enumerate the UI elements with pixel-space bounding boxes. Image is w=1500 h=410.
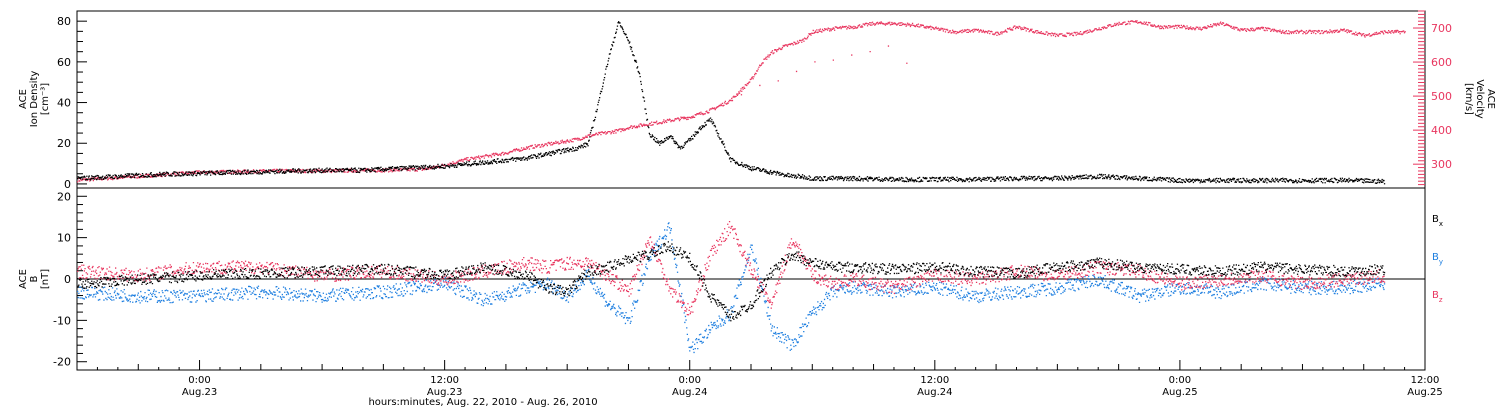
field-tick-label: -20 [53,356,71,369]
velocity-tick-label: 300 [1431,158,1452,171]
velocity-tick-label: 400 [1431,124,1452,137]
x-axis-title: hours:minutes, Aug. 22, 2010 - Aug. 26, … [368,397,597,408]
legend-bz: Bz [1432,290,1443,304]
field-axis-label: ACEB[nT] [18,269,51,289]
date-tick-label: Aug.25 [1162,387,1197,398]
velocity-series [77,20,1406,183]
top-panel-frame [76,10,1426,189]
density-tick-label: 40 [57,97,71,110]
time-tick-label: 0:00 [188,375,210,386]
date-tick-label: Aug.24 [917,387,952,398]
density-axis-label-line: ACE [18,89,29,109]
velocity-tick-label: 500 [1431,90,1452,103]
density-series-points [77,21,1386,185]
velocity-axis-label-line: Velocity [1474,79,1485,118]
legend-subscript: y [1439,258,1443,266]
field-axis-label-line: ACE [18,269,29,289]
velocity-series-points [77,20,1406,183]
legend-bx: Bx [1432,214,1443,228]
density-tick-label: 20 [57,137,71,150]
bx-series-points [77,241,1386,322]
bz-series-points [77,221,1386,316]
by-series-points [77,222,1386,354]
legend-by: By [1432,252,1443,266]
velocity-axis-label-line: ACE [1485,89,1496,109]
velocity-axis-label: ACEVelocity[km/s] [1463,79,1496,118]
field-axis-label-line: [nT] [40,269,51,289]
time-tick-label: 12:00 [920,375,949,386]
legend-base: B [1432,252,1439,263]
legend-base: B [1432,290,1439,301]
legend-base: B [1432,214,1439,225]
velocity-outliers-points [740,45,908,96]
field-axis-label-line: B [29,275,40,282]
density-axis-label-line: Ion Density [29,71,40,128]
time-axis: 0:00Aug.2312:00Aug.230:00Aug.2412:00Aug.… [76,360,1443,398]
time-tick-label: 12:00 [430,375,459,386]
magnetic-field-panel: -20 -10 0 10 20 ACEB[nT] [18,187,1426,371]
bz-series [77,221,1386,316]
density-tick-label: 0 [64,178,71,191]
date-tick-label: Aug.23 [182,387,217,398]
bx-series [77,241,1386,322]
time-tick-label: 0:00 [678,375,700,386]
density-series [77,21,1386,185]
field-tick-label: 10 [57,232,71,245]
date-tick-label: Aug.23 [427,387,462,398]
field-tick-label: 20 [57,190,71,203]
time-tick-label: 12:00 [1411,375,1440,386]
density-axis-label: ACEIon Density[cm⁻³] [18,71,51,128]
density-tick-label: 60 [57,56,71,69]
field-tick-label: -10 [53,314,71,327]
date-tick-label: Aug.25 [1407,387,1442,398]
velocity-tick-label: 700 [1431,22,1452,35]
by-series [77,222,1386,354]
legend-subscript: z [1439,296,1443,304]
time-tick-label: 0:00 [1169,375,1191,386]
velocity-outliers [740,45,908,96]
density-axis-label-line: [cm⁻³] [40,83,51,115]
velocity-axis-label-line: [km/s] [1463,83,1474,115]
density-tick-label: 80 [57,15,71,28]
field-tick-label: 0 [64,273,71,286]
velocity-tick-label: 600 [1431,56,1452,69]
date-tick-label: Aug.24 [672,387,707,398]
legend-subscript: x [1439,220,1443,228]
